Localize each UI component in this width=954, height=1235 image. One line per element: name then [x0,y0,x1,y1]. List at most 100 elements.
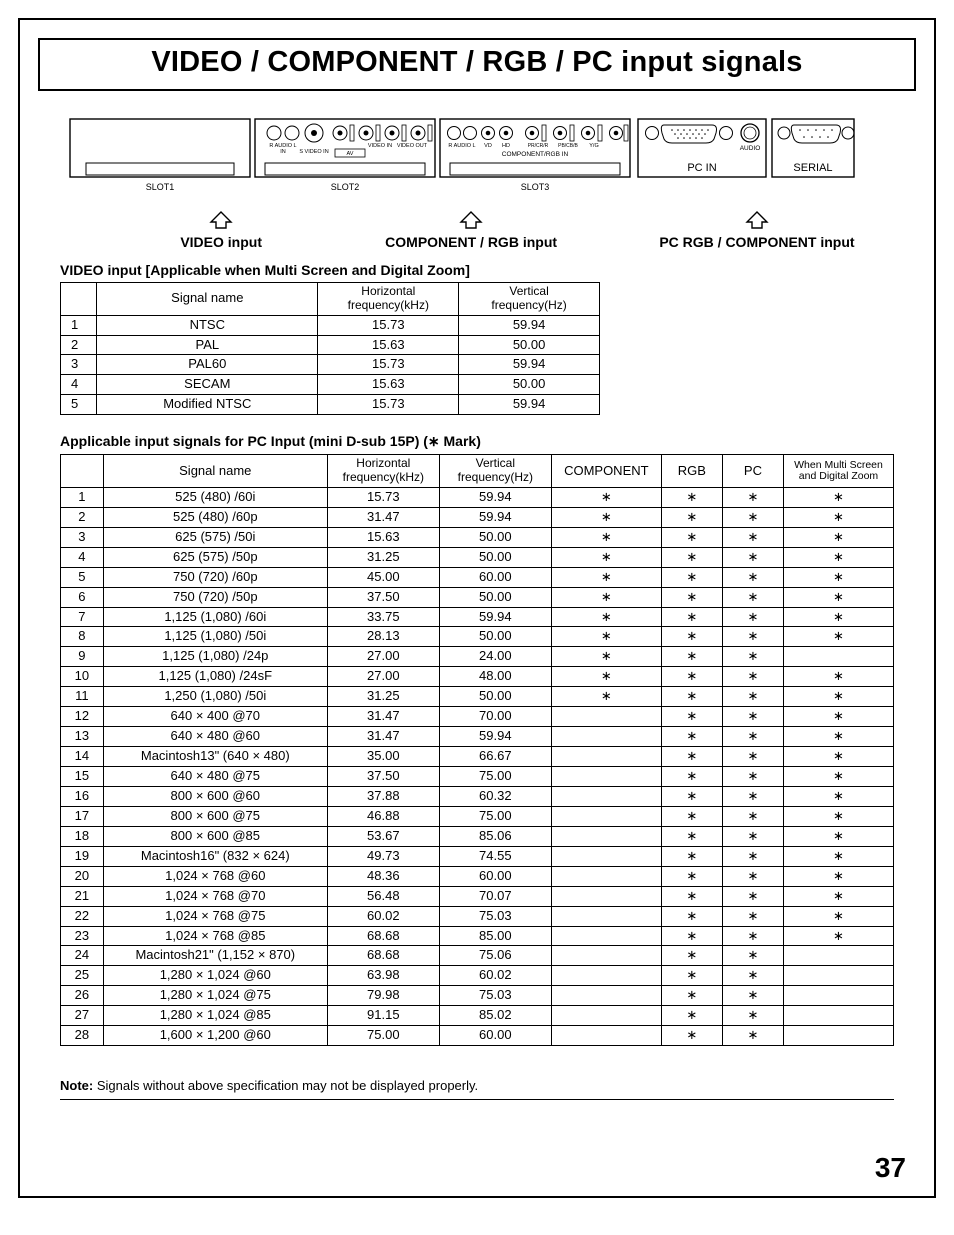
row-index: 3 [61,355,97,375]
row-vf: 85.02 [439,1006,551,1026]
connector-diagram-svg: SLOT1 SLOT2 [60,115,860,201]
table2-title: Applicable input signals for PC Input (m… [60,433,894,450]
table-row: 13640 × 480 @6031.4759.94∗∗∗ [61,727,894,747]
row-multi: ∗ [783,627,893,647]
connector-diagram: SLOT1 SLOT2 [60,115,894,250]
t1-header-vf: Vertical frequency(Hz) [459,283,600,316]
svg-text:COMPONENT/RGB IN: COMPONENT/RGB IN [502,151,569,158]
row-hf: 31.47 [327,707,439,727]
row-index: 13 [61,727,104,747]
note-text: Signals without above specification may … [93,1078,478,1093]
row-hf: 68.68 [327,946,439,966]
row-rgb: ∗ [661,1026,722,1046]
table-row: 6750 (720) /50p37.5050.00∗∗∗∗ [61,587,894,607]
row-index: 7 [61,607,104,627]
row-rgb: ∗ [661,767,722,787]
row-index: 5 [61,567,104,587]
row-hf: 27.00 [327,667,439,687]
row-hf: 37.88 [327,786,439,806]
row-vf: 60.00 [439,1026,551,1046]
row-pc: ∗ [722,846,783,866]
svg-text:PR/CR/R: PR/CR/R [528,143,549,149]
row-pc: ∗ [722,667,783,687]
row-signal: 1,600 × 1,200 @60 [103,1026,327,1046]
row-hf: 56.48 [327,886,439,906]
row-signal: 625 (575) /50p [103,547,327,567]
arrow-component-label: COMPONENT / RGB input [385,234,557,250]
row-index: 26 [61,986,104,1006]
row-component [551,966,661,986]
svg-text:HD: HD [502,143,510,149]
row-index: 19 [61,846,104,866]
row-component: ∗ [551,487,661,507]
row-multi: ∗ [783,667,893,687]
row-pc: ∗ [722,906,783,926]
row-hf: 27.00 [327,647,439,667]
row-rgb: ∗ [661,986,722,1006]
row-index: 10 [61,667,104,687]
row-pc: ∗ [722,786,783,806]
row-hf: 35.00 [327,747,439,767]
row-signal: PAL [97,335,318,355]
row-hf: 48.36 [327,866,439,886]
row-component [551,767,661,787]
row-component [551,806,661,826]
row-pc: ∗ [722,527,783,547]
row-pc: ∗ [722,767,783,787]
row-vf: 74.55 [439,846,551,866]
row-signal: 525 (480) /60p [103,507,327,527]
arrow-component: COMPONENT / RGB input [302,210,620,250]
table-row: 201,024 × 768 @6048.3660.00∗∗∗ [61,866,894,886]
svg-text:Y/G: Y/G [589,143,598,149]
row-rgb: ∗ [661,826,722,846]
row-multi: ∗ [783,747,893,767]
table-row: 101,125 (1,080) /24sF27.0048.00∗∗∗∗ [61,667,894,687]
row-pc: ∗ [722,1026,783,1046]
row-rgb: ∗ [661,487,722,507]
row-pc: ∗ [722,986,783,1006]
row-multi: ∗ [783,886,893,906]
row-signal: 1,024 × 768 @85 [103,926,327,946]
row-signal: 800 × 600 @85 [103,826,327,846]
row-vf: 50.00 [439,687,551,707]
row-component [551,866,661,886]
row-rgb: ∗ [661,806,722,826]
row-component [551,986,661,1006]
row-multi: ∗ [783,507,893,527]
row-hf: 46.88 [327,806,439,826]
row-signal: NTSC [97,315,318,335]
row-signal: 750 (720) /60p [103,567,327,587]
row-component: ∗ [551,587,661,607]
row-hf: 60.02 [327,906,439,926]
row-rgb: ∗ [661,846,722,866]
row-hf: 28.13 [327,627,439,647]
table-row: 251,280 × 1,024 @6063.9860.02∗∗ [61,966,894,986]
t1-header-blank [61,283,97,316]
row-index: 28 [61,1026,104,1046]
title-box: VIDEO / COMPONENT / RGB / PC input signa… [38,38,916,91]
row-rgb: ∗ [661,866,722,886]
row-signal: Macintosh16" (832 × 624) [103,846,327,866]
svg-text:PC IN: PC IN [687,162,716,174]
svg-text:SLOT2: SLOT2 [331,182,360,192]
row-index: 6 [61,587,104,607]
row-multi: ∗ [783,786,893,806]
row-rgb: ∗ [661,747,722,767]
row-multi: ∗ [783,527,893,547]
row-vf: 59.94 [439,727,551,747]
row-index: 1 [61,487,104,507]
row-index: 4 [61,375,97,395]
table-row: 81,125 (1,080) /50i28.1350.00∗∗∗∗ [61,627,894,647]
svg-text:SLOT3: SLOT3 [521,182,550,192]
row-index: 14 [61,747,104,767]
t1-header-signal: Signal name [97,283,318,316]
table-row: 17800 × 600 @7546.8875.00∗∗∗ [61,806,894,826]
row-multi: ∗ [783,607,893,627]
row-index: 25 [61,966,104,986]
table-row: 231,024 × 768 @8568.6885.00∗∗∗ [61,926,894,946]
table-row: 14Macintosh13" (640 × 480)35.0066.67∗∗∗ [61,747,894,767]
row-vf: 75.00 [439,806,551,826]
row-component: ∗ [551,547,661,567]
table-row: 71,125 (1,080) /60i33.7559.94∗∗∗∗ [61,607,894,627]
row-signal: 1,280 × 1,024 @85 [103,1006,327,1026]
